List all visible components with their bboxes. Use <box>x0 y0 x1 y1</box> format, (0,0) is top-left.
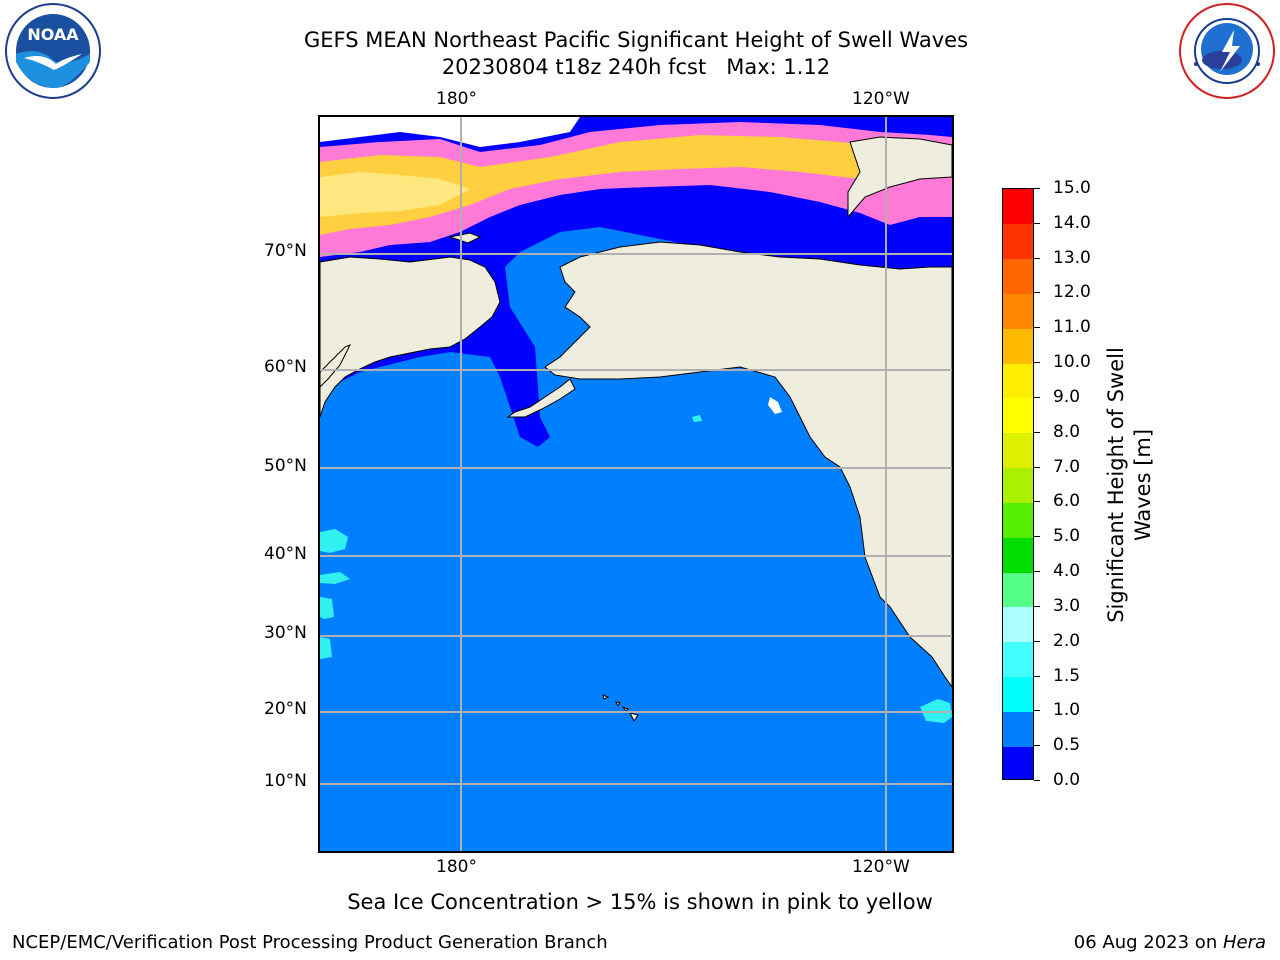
colorbar-segment <box>1003 467 1033 503</box>
colorbar-tickmark <box>1034 675 1040 677</box>
swell-patch-2 <box>320 572 350 584</box>
swell-patch-4 <box>320 637 332 659</box>
map-panel <box>318 115 954 853</box>
lon-label-bottom-120w: 120°W <box>852 857 910 877</box>
colorbar-segment <box>1003 711 1033 747</box>
colorbar-tickmark <box>1034 257 1040 259</box>
colorbar-tick-label: 13.0 <box>1053 247 1091 268</box>
colorbar-tickmark <box>1034 292 1040 294</box>
land-hawaii <box>602 694 639 722</box>
colorbar-segment <box>1003 572 1033 608</box>
footer-date-text: 06 Aug 2023 on <box>1073 932 1223 953</box>
colorbar-tickmark <box>1034 745 1040 747</box>
noaa-logo: NOAA <box>4 2 102 100</box>
lon-label-bottom-180: 180° <box>436 857 477 877</box>
colorbar-segment <box>1003 397 1033 434</box>
lat-label-50n: 50°N <box>264 456 307 476</box>
colorbar-tickmark <box>1034 710 1040 712</box>
colorbar-tickmark <box>1034 431 1040 433</box>
footer-credit: NCEP/EMC/Verification Post Processing Pr… <box>12 932 608 953</box>
colorbar-tick-label: 15.0 <box>1053 178 1091 198</box>
nws-logo <box>1178 2 1276 100</box>
colorbar-segment <box>1003 746 1033 779</box>
land-siberia <box>320 256 501 418</box>
lat-label-60n: 60°N <box>264 357 307 377</box>
colorbar-tick-label: 4.0 <box>1053 561 1081 582</box>
colorbar-tickmark <box>1034 362 1040 364</box>
land-alaska-peninsula <box>506 378 576 418</box>
land-arctic-islands <box>847 136 952 219</box>
sea-ice-white <box>320 117 580 147</box>
colorbar-title: Significant Height of Swell Waves [m] <box>1103 347 1157 623</box>
colorbar-tickmark <box>1034 396 1040 398</box>
colorbar-tick-label: 9.0 <box>1053 386 1081 407</box>
colorbar-tickmark <box>1034 188 1040 189</box>
lat-label-10n: 10°N <box>264 771 307 791</box>
footer-host: Hera <box>1222 932 1266 953</box>
colorbar-tickmark <box>1034 501 1040 503</box>
sea-ice-coastal <box>768 397 782 414</box>
colorbar-tick-label: 14.0 <box>1053 212 1091 233</box>
colorbar-tickmark <box>1034 605 1040 607</box>
sea-ice-yellow <box>320 135 940 235</box>
swell-patch-gulf <box>692 415 702 422</box>
chart-subtitle: 20230804 t18z 240h fcst Max: 1.12 <box>441 55 831 79</box>
colorbar-tickmark <box>1034 466 1040 468</box>
lon-label-top-120w: 120°W <box>852 89 910 109</box>
colorbar-segment <box>1003 502 1033 538</box>
colorbar-segment <box>1003 328 1033 364</box>
colorbar-title-line1: Significant Height of Swell <box>1104 347 1128 623</box>
footer-date: 06 Aug 2023 on Hera <box>1074 932 1266 953</box>
sea-ice-note: Sea Ice Concentration > 15% is shown in … <box>347 890 933 914</box>
colorbar-title-line2: Waves [m] <box>1131 428 1155 542</box>
colorbar-segment <box>1003 537 1033 573</box>
colorbar-segment <box>1003 432 1033 469</box>
colorbar-tick-label: 2.0 <box>1053 630 1081 651</box>
colorbar-tick-label: 11.0 <box>1053 317 1091 338</box>
lat-label-30n: 30°N <box>264 623 307 643</box>
colorbar-tick-label: 6.0 <box>1053 491 1081 512</box>
colorbar-segment <box>1003 189 1033 225</box>
colorbar-tickmark <box>1034 780 1040 781</box>
swell-patch-3 <box>320 597 334 619</box>
colorbar-tick-label: 12.0 <box>1053 282 1091 303</box>
colorbar-segment <box>1003 641 1033 678</box>
colorbar-tickmark <box>1034 571 1040 573</box>
colorbar-tick-label: 0.0 <box>1053 770 1081 790</box>
land-north-america <box>544 241 952 688</box>
lat-label-70n: 70°N <box>264 241 307 261</box>
land-kamchatka <box>320 344 352 388</box>
swell-patch-1 <box>320 529 348 553</box>
colorbar-segment <box>1003 606 1033 643</box>
colorbar <box>1002 188 1034 780</box>
sea-ice-light <box>320 172 470 217</box>
colorbar-tickmark <box>1034 327 1040 329</box>
lat-label-40n: 40°N <box>264 544 307 564</box>
colorbar-segment <box>1003 223 1033 260</box>
noaa-logo-text: NOAA <box>27 25 79 44</box>
colorbar-tickmark <box>1034 536 1040 538</box>
colorbar-segment <box>1003 293 1033 329</box>
lat-label-20n: 20°N <box>264 699 307 719</box>
chart-title: GEFS MEAN Northeast Pacific Significant … <box>303 28 969 52</box>
colorbar-tickmark <box>1034 222 1040 224</box>
colorbar-tick-label: 10.0 <box>1053 352 1091 373</box>
colorbar-tick-label: 0.5 <box>1053 735 1081 756</box>
map-svg <box>320 117 952 851</box>
colorbar-tick-label: 1.0 <box>1053 700 1081 721</box>
colorbar-tick-label: 8.0 <box>1053 421 1081 442</box>
graticule <box>320 117 952 851</box>
colorbar-tick-label: 3.0 <box>1053 595 1081 616</box>
colorbar-tick-label: 7.0 <box>1053 456 1081 477</box>
colorbar-tick-label: 5.0 <box>1053 526 1081 547</box>
colorbar-segment <box>1003 258 1033 294</box>
lon-label-top-180: 180° <box>436 89 477 109</box>
colorbar-segment <box>1003 363 1033 399</box>
colorbar-tickmark <box>1034 640 1040 642</box>
colorbar-segment <box>1003 676 1033 712</box>
colorbar-tick-label: 1.5 <box>1053 665 1081 686</box>
